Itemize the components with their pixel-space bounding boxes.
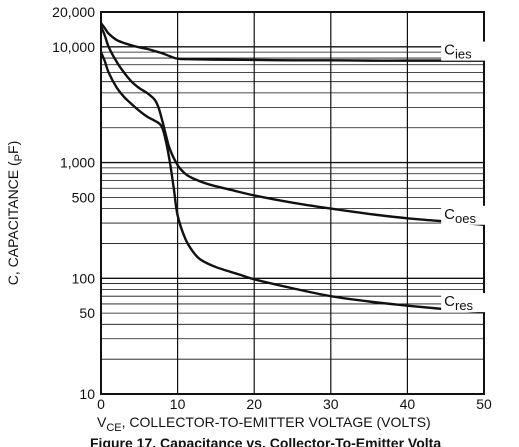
x-tick-labels: 0 10 20 30 40 50 <box>97 396 492 412</box>
series-label-cies: Cies <box>444 42 472 62</box>
series-label-cres: Cres <box>444 293 473 313</box>
series-line-cies <box>100 22 484 62</box>
y-tick-label: 10 <box>79 386 95 402</box>
figure-caption: Figure 17. Capacitance vs. Collector-To-… <box>90 435 441 447</box>
y-tick-label: 10,000 <box>52 39 95 55</box>
x-tick-label: 40 <box>400 396 416 412</box>
plot-frame <box>100 11 485 395</box>
series-lines <box>99 22 485 314</box>
y-tick-label: 500 <box>72 189 96 205</box>
x-tick-label: 30 <box>323 396 339 412</box>
series-label-bg <box>441 205 488 225</box>
x-tick-label: 0 <box>97 396 105 412</box>
y-tick-label: 1,000 <box>60 155 95 171</box>
x-tick-label: 10 <box>170 396 186 412</box>
series-label-coes: Coes <box>444 206 476 226</box>
x-tick-label: 50 <box>476 396 492 412</box>
y-tick-label: 100 <box>72 270 96 286</box>
x-axis-label: VCE, COLLECTOR-TO-EMITTER VOLTAGE (VOLTS… <box>97 414 431 434</box>
series-label-bg <box>441 293 488 313</box>
y-tick-label: 20,000 <box>52 4 95 20</box>
series-line-coes <box>99 25 485 226</box>
y-tick-labels: 10 50 100 500 1,000 10,000 20,000 <box>52 4 95 402</box>
y-tick-label: 50 <box>79 305 95 321</box>
series-label-bg <box>441 41 488 61</box>
x-tick-label: 20 <box>246 396 262 412</box>
series-labels: Cies Coes Cres <box>441 41 488 313</box>
y-axis-label: C, CAPACITANCE (PF) <box>5 141 25 286</box>
series-line-cres <box>99 51 485 314</box>
